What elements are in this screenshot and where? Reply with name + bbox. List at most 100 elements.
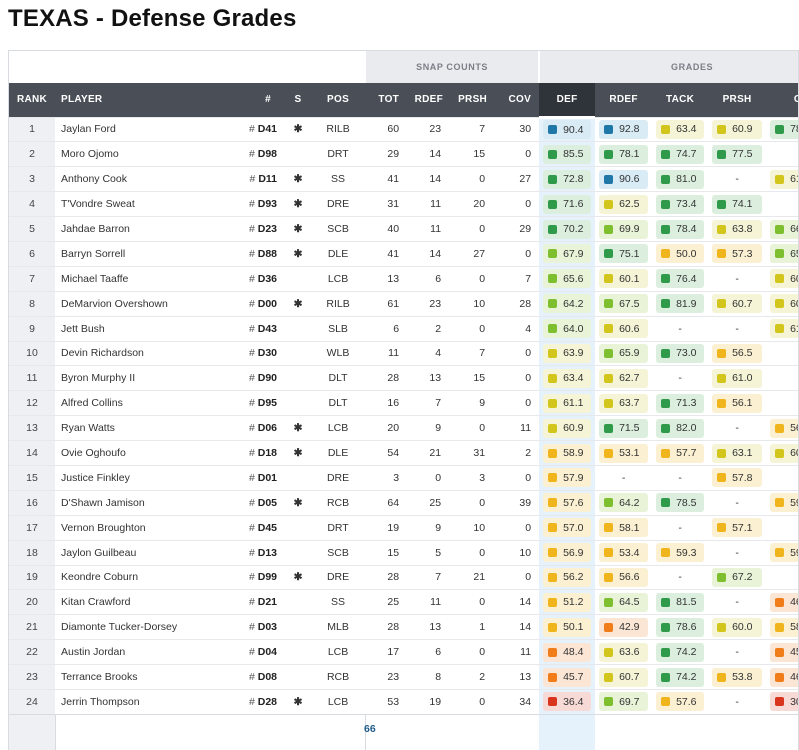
grade-color-swatch: [548, 274, 558, 284]
player-name-link[interactable]: Jett Bush: [55, 315, 220, 342]
grade-badge: 75.1: [599, 244, 649, 264]
col-header-grade-cov[interactable]: COV: [766, 83, 798, 117]
player-name-link[interactable]: Austin Jordan: [55, 639, 220, 665]
col-header-rank[interactable]: RANK: [9, 83, 55, 117]
table-row[interactable]: 24 Jerrin Thompson # D28 ✱ LCB 53 19 0 34 36.4 69.…: [9, 688, 798, 715]
snaps-rdef-cell: 6: [407, 265, 450, 292]
table-row[interactable]: 22 Austin Jordan # D04 LCB 17 6 0 11 48.4 63.6 74.…: [9, 639, 798, 665]
col-header-pos[interactable]: POS: [311, 83, 366, 117]
snaps-prsh-cell: 20: [449, 191, 494, 217]
table-row[interactable]: 14 Ovie Oghoufo # D18 ✱ DLE 54 21 31 2 58.9 53.1 57…: [9, 440, 798, 466]
player-name-link[interactable]: Vernon Broughton: [55, 514, 220, 541]
table-row[interactable]: 12 Alfred Collins # D95 DLT 16 7 9 0 61.1 63.7 71.…: [9, 390, 798, 416]
grade-empty: -: [735, 596, 739, 609]
player-name-link[interactable]: Michael Taaffe: [55, 265, 220, 292]
col-header-grade-tack[interactable]: TACK: [652, 83, 709, 117]
table-row[interactable]: 10 Devin Richardson # D30 WLB 11 4 7 0 63.9 65.9 7…: [9, 340, 798, 366]
player-name-link[interactable]: DeMarvion Overshown: [55, 290, 220, 317]
player-name-link[interactable]: T'Vondre Sweat: [55, 191, 220, 217]
col-header-jersey[interactable]: #: [220, 83, 285, 117]
grade-color-swatch: [775, 697, 785, 707]
jersey-hash: #: [248, 571, 255, 584]
grade-value: 71.3: [676, 397, 697, 410]
grade-value: 50.1: [563, 621, 584, 634]
col-header-cov[interactable]: COV: [493, 83, 540, 117]
player-name-link[interactable]: Keondre Coburn: [55, 564, 220, 590]
table-row[interactable]: 7 Michael Taaffe # D36 LCB 13 6 0 7 65.6 60.1 76.4…: [9, 265, 798, 292]
col-header-starter[interactable]: S: [285, 83, 311, 117]
player-name-link[interactable]: Jahdae Barron: [55, 216, 220, 242]
grade-badge: 60.0: [712, 617, 763, 637]
table-row[interactable]: 4 T'Vondre Sweat # D93 ✱ DRE 31 11 20 0 71.6 62.5 7…: [9, 191, 798, 217]
col-header-grade-def[interactable]: DEF: [539, 83, 596, 119]
player-name-link[interactable]: Anthony Cook: [55, 166, 220, 192]
grade-badge: 74.7: [656, 144, 705, 164]
grade-color-swatch: [717, 373, 727, 383]
player-name-link[interactable]: Justice Finkley: [55, 464, 220, 491]
grade-cov-cell: 65.9: [766, 240, 798, 267]
table-row[interactable]: 18 Jaylon Guilbeau # D13 SCB 15 5 0 10 56.9 53.4 5…: [9, 539, 798, 566]
grade-color-swatch: [604, 324, 614, 334]
grade-value: 45.9: [790, 646, 798, 659]
player-name-link[interactable]: Diamonte Tucker-Dorsey: [55, 614, 220, 640]
player-name-link[interactable]: D'Shawn Jamison: [55, 489, 220, 516]
player-name-link[interactable]: Alfred Collins: [55, 390, 220, 416]
player-name-link[interactable]: Moro Ojomo: [55, 141, 220, 167]
player-name-link[interactable]: Byron Murphy II: [55, 365, 220, 391]
jersey-cell: # D30: [220, 340, 285, 366]
grade-color-swatch: [775, 249, 785, 259]
table-row[interactable]: 20 Kitan Crawford # D21 SS 25 11 0 14 51.2 64.5 81…: [9, 589, 798, 615]
grade-badge: 71.3: [656, 393, 705, 413]
grade-color-swatch: [717, 348, 727, 358]
player-name-link[interactable]: Barryn Sorrell: [55, 240, 220, 267]
table-row[interactable]: 11 Byron Murphy II # D90 DLT 28 13 15 0 63.4 62.7…: [9, 365, 798, 391]
grade-badge: 85.5: [543, 144, 592, 164]
table-row[interactable]: 13 Ryan Watts # D06 ✱ LCB 20 9 0 11 60.9 71.5 82.0-…: [9, 415, 798, 441]
player-name-link[interactable]: Kitan Crawford: [55, 589, 220, 615]
snaps-rdef-cell: 19: [407, 688, 450, 715]
grade-value: 78.4: [676, 223, 697, 235]
col-header-player[interactable]: PLAYER: [55, 83, 220, 117]
player-name-link[interactable]: Jaylon Guilbeau: [55, 539, 220, 566]
grade-empty: -: [770, 369, 798, 388]
jersey-number: D45: [257, 521, 277, 534]
table-row[interactable]: 21 Diamonte Tucker-Dorsey # D03 MLB 28 13 1 14 5…: [9, 614, 798, 640]
grade-color-swatch: [604, 274, 614, 284]
table-row[interactable]: 19 Keondre Coburn # D99 ✱ DRE 28 7 21 0 56.2 56.6-…: [9, 564, 798, 590]
grade-def-cell: 71.6: [539, 191, 596, 217]
table-row[interactable]: 23 Terrance Brooks # D08 RCB 23 8 2 13 45.7 60.7 7…: [9, 664, 798, 690]
player-name-link[interactable]: Terrance Brooks: [55, 664, 220, 690]
col-header-grade-rdef[interactable]: RDEF: [595, 83, 653, 117]
jersey-cell: # D13: [220, 539, 285, 566]
grade-rdef-cell: 65.9: [595, 340, 653, 366]
starter-star-icon: ✱: [285, 191, 311, 217]
grade-badge: 58.8: [770, 617, 798, 637]
table-row[interactable]: 1 Jaylan Ford # D41 ✱ RILB 60 23 7 30 90.4 92.8 63.…: [9, 116, 798, 142]
player-name-link[interactable]: Ryan Watts: [55, 415, 220, 441]
table-row[interactable]: 8 DeMarvion Overshown # D00 ✱ RILB 61 23 10 28 64…: [9, 290, 798, 317]
player-name-link[interactable]: Jerrin Thompson: [55, 688, 220, 715]
grade-value: 60.0: [790, 272, 798, 285]
table-row[interactable]: 2 Moro Ojomo # D98 DRT 29 14 15 0 85.5 78.1 74.7 77…: [9, 141, 798, 167]
table-row[interactable]: 3 Anthony Cook # D11 ✱ SS 41 14 0 27 72.8 90.6 81.0…: [9, 166, 798, 192]
table-row[interactable]: 16 D'Shawn Jamison # D05 ✱ RCB 64 25 0 39 57.6 64.…: [9, 489, 798, 516]
col-header-tot[interactable]: TOT: [365, 83, 408, 117]
snaps-total-cell: 64: [365, 489, 408, 516]
grade-badge: 56.9: [543, 543, 592, 563]
table-row[interactable]: 5 Jahdae Barron # D23 ✱ SCB 40 11 0 29 70.2 69.9 78…: [9, 216, 798, 242]
player-name-link[interactable]: Devin Richardson: [55, 340, 220, 366]
col-header-prsh[interactable]: PRSH: [449, 83, 494, 117]
table-row[interactable]: 6 Barryn Sorrell # D88 ✱ DLE 41 14 27 0 67.9 75.1 5…: [9, 240, 798, 267]
grade-badge: 72.8: [543, 169, 592, 189]
group-spacer: [9, 51, 366, 83]
snaps-rdef-cell: 11: [407, 191, 450, 217]
col-header-rdef[interactable]: RDEF: [407, 83, 450, 117]
grade-color-swatch: [548, 572, 558, 582]
grade-color-swatch: [661, 622, 671, 632]
table-row[interactable]: 17 Vernon Broughton # D45 DRT 19 9 10 0 57.0 58.1…: [9, 514, 798, 541]
col-header-grade-prsh[interactable]: PRSH: [708, 83, 767, 117]
player-name-link[interactable]: Ovie Oghoufo: [55, 440, 220, 466]
player-name-link[interactable]: Jaylan Ford: [55, 116, 220, 142]
